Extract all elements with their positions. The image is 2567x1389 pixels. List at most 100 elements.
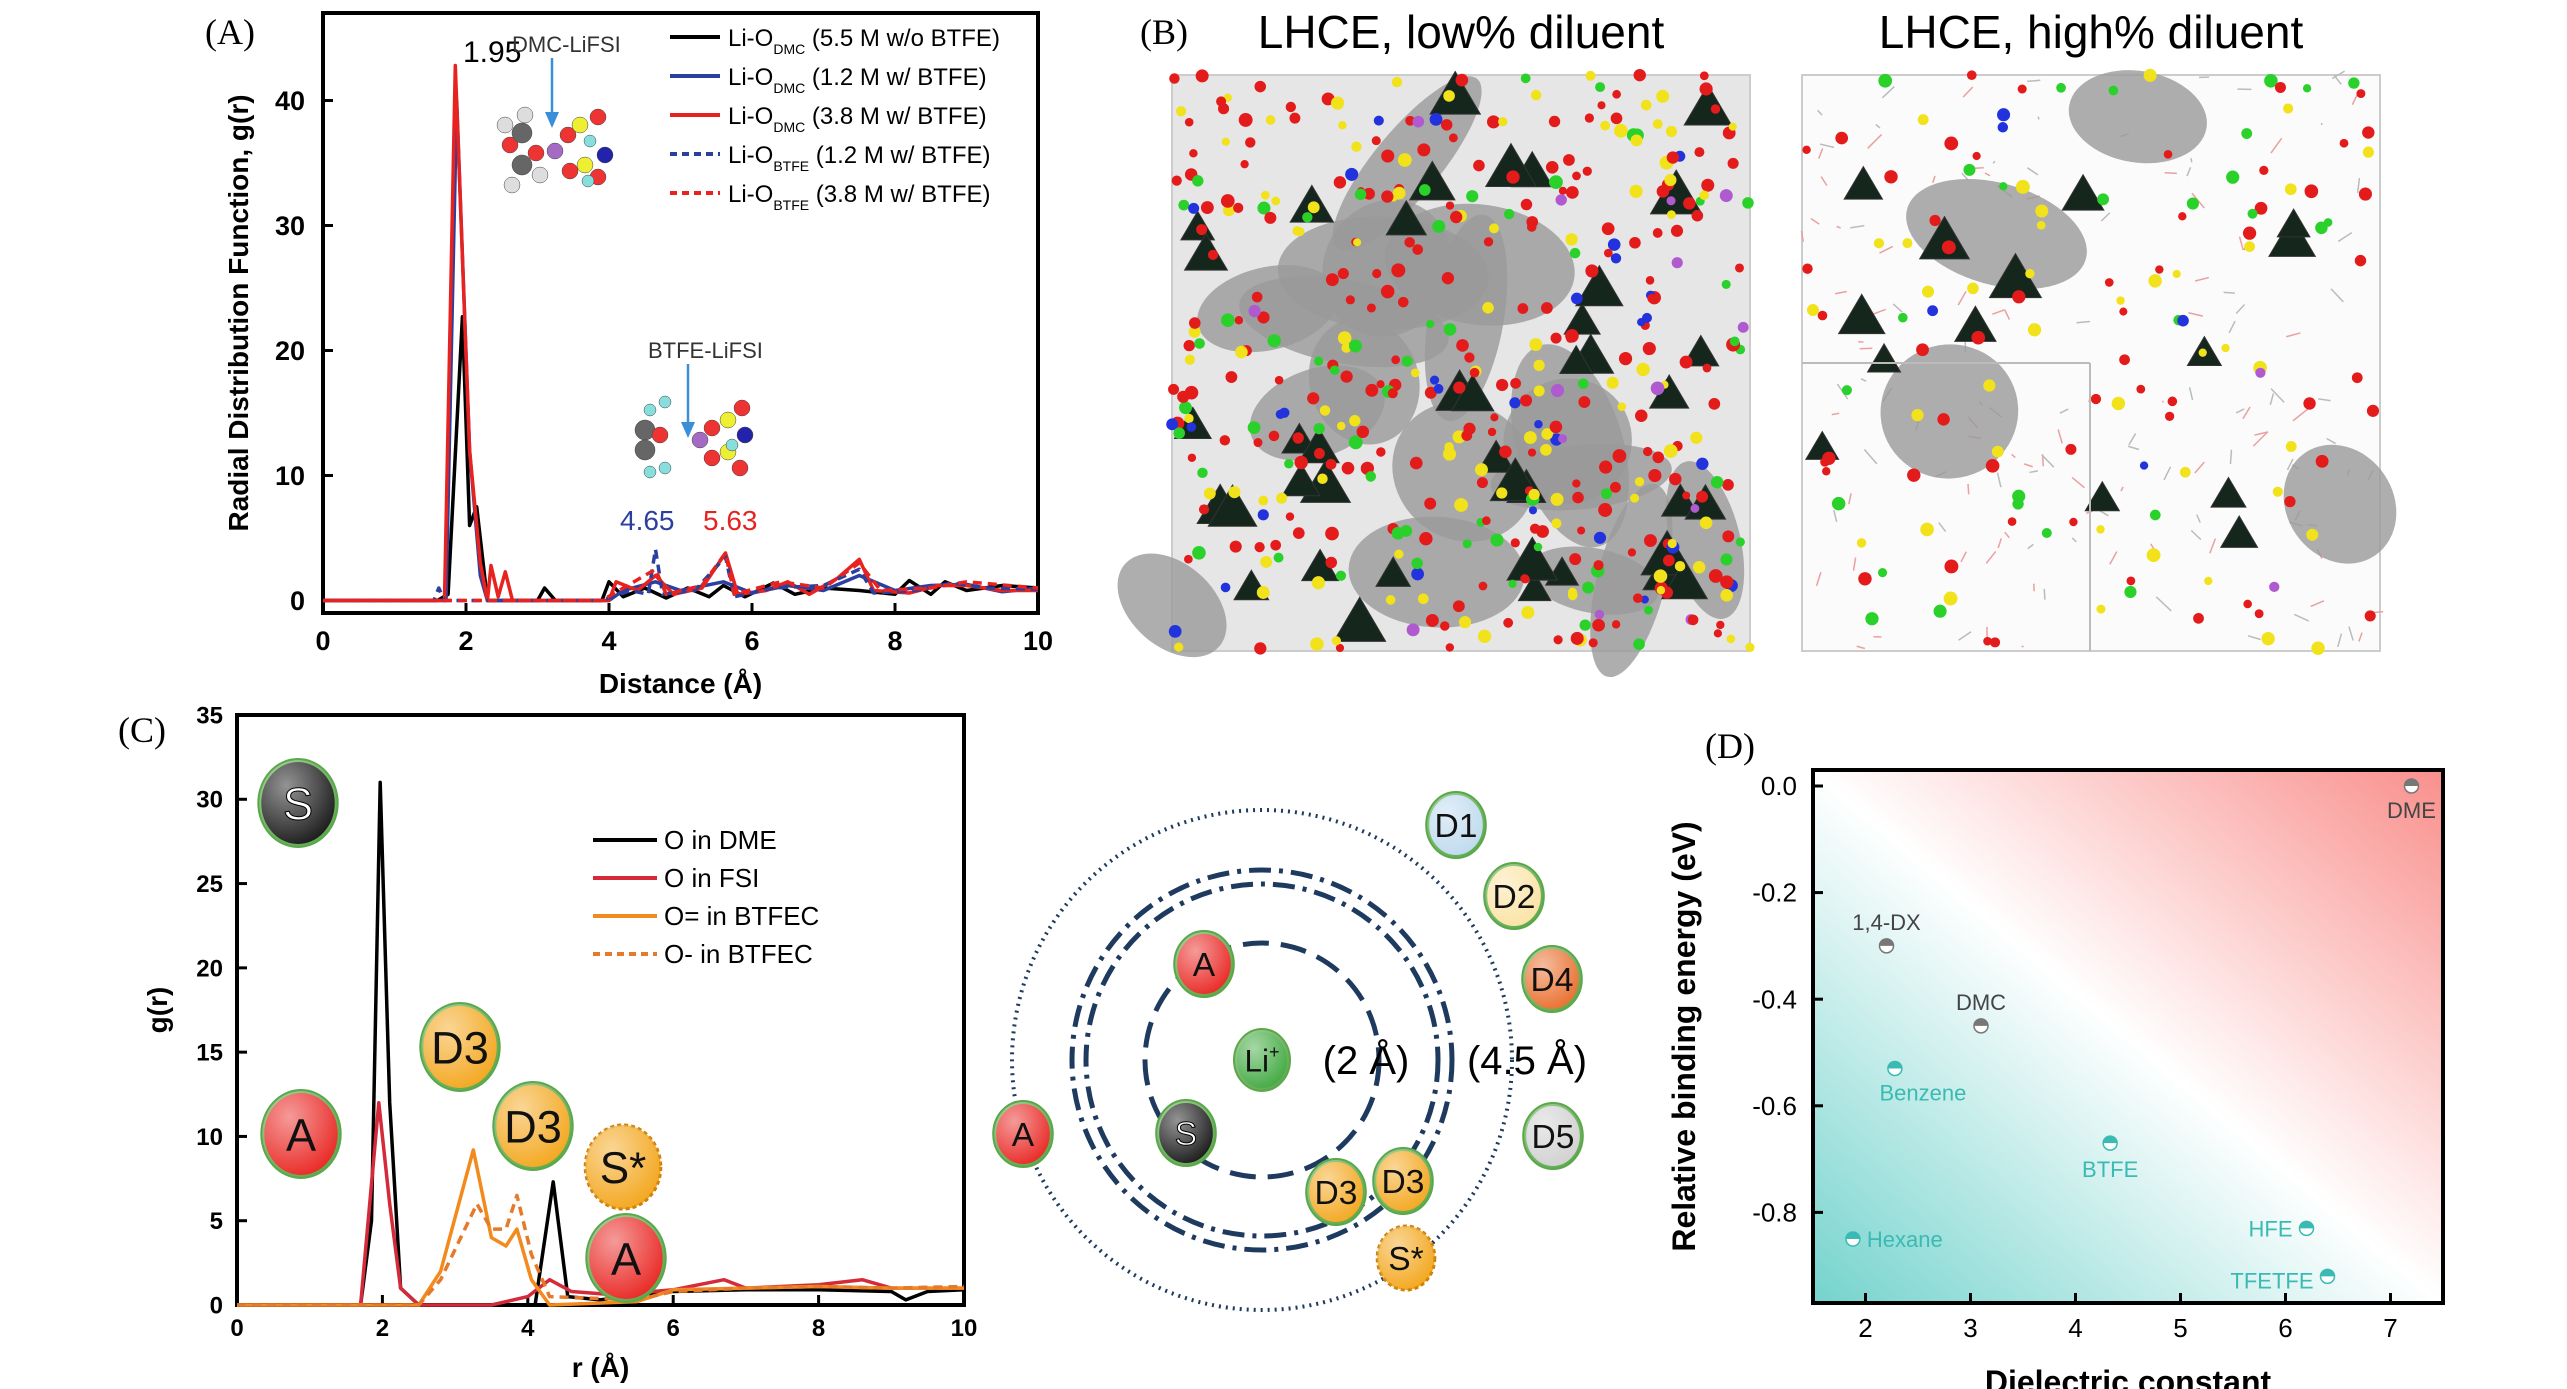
bubble-shade: [1377, 1226, 1435, 1290]
y-tick-label: 20: [275, 336, 305, 366]
data-point-dmc: DMC: [1956, 990, 2006, 1034]
peak-annotation: 1.95: [463, 36, 521, 69]
dmc-lifsi-label: DMC-LiFSI: [512, 32, 621, 57]
marker-top-half: [1887, 1061, 1902, 1069]
plot-frame: [235, 713, 966, 1307]
panel-a-rdf-chart: 0 2 4 6 8 10 0 10 20 30 40 Distance (Å) Radial Distr…: [223, 11, 1053, 699]
species-bubble-d3: D3: [419, 1002, 501, 1092]
legend-item-2: O= in BTFEC: [593, 901, 819, 931]
x-tick-label: 8: [887, 626, 902, 656]
y-tick-label: 5: [210, 1208, 223, 1235]
point-label: DME: [2387, 798, 2436, 823]
species-bubble-d5: D5: [1522, 1102, 1584, 1170]
data-point-14dx: 1,4-DX: [1852, 910, 1921, 954]
panel-label-d: (D): [1705, 726, 1755, 766]
bubble-label: D3: [504, 1101, 562, 1152]
bubble-shade: [587, 1215, 665, 1301]
species-bubble-a: A: [585, 1213, 667, 1303]
x-tick-label: 2: [1858, 1313, 1872, 1343]
btfe-lifsi-label: BTFE-LiFSI: [648, 338, 763, 363]
species-bubble-li: Li+: [1233, 1028, 1291, 1092]
y-tick-label: 30: [196, 787, 223, 814]
bubble-shade: [1235, 1030, 1289, 1090]
y-tick-label: 35: [196, 702, 223, 729]
species-bubble-s: S: [1155, 1099, 1217, 1167]
panel-label-b: (B): [1140, 12, 1188, 52]
bubble-label: D5: [1532, 1119, 1575, 1156]
y-tick-label: 25: [196, 871, 223, 898]
series-line-1: [237, 1100, 964, 1307]
point-label: BTFE: [2082, 1157, 2138, 1182]
molecule-icon: [496, 106, 614, 194]
y-tick-label: 0: [290, 586, 305, 616]
species-bubble-s: S: [257, 758, 339, 848]
bubble-superscript: +: [1269, 1042, 1280, 1062]
bubble-shade: [262, 1091, 340, 1177]
series-line-2: [237, 1148, 964, 1307]
first-shell-ring: [1142, 940, 1382, 1180]
species-bubble-s-star: S*: [583, 1123, 663, 1211]
bubble-shade: [585, 1125, 661, 1209]
data-point-tfetfe: TFETFE: [2230, 1268, 2336, 1293]
bubble-label: A: [286, 1109, 317, 1160]
bubble-label: A: [611, 1233, 642, 1284]
data-point-hexane: Hexane: [1845, 1227, 1943, 1252]
legend-label: Li-ODMC (3.8 M w/ BTFE): [728, 103, 987, 135]
point-label: 1,4-DX: [1852, 910, 1921, 935]
y-tick-label: 0: [210, 1292, 223, 1319]
bubble-shade: [494, 1083, 572, 1169]
bubble-shade: [994, 1102, 1052, 1166]
point-label: DMC: [1956, 990, 2006, 1015]
legend-label: Li-ODMC (5.5 M w/o BTFE): [728, 25, 1000, 57]
marker-top-half: [2299, 1221, 2314, 1229]
arrow-head-icon: [681, 422, 695, 438]
bubble-label: D3: [431, 1022, 489, 1073]
x-tick-label: 6: [744, 626, 759, 656]
plot-background: [1811, 768, 2445, 1305]
bubble-shade: [259, 760, 337, 846]
marker-top-half: [1879, 938, 1894, 946]
legend-item-0: O in DME: [593, 825, 777, 855]
legend-label: O in DME: [664, 825, 777, 855]
panel-label-a: (A): [205, 12, 255, 52]
species-bubble-a: A: [992, 1100, 1054, 1168]
bubble-shade: [1157, 1101, 1215, 1165]
bubble-shade: [1427, 793, 1485, 857]
y-tick-label: -0.4: [1752, 984, 1797, 1014]
data-point-btfe: BTFE: [2082, 1135, 2138, 1182]
y-tick-label: 10: [196, 1124, 223, 1151]
snapshot-low-diluent: [1117, 68, 1755, 678]
species-bubble-d3: D3: [492, 1081, 574, 1171]
y-tick-label: 30: [275, 211, 305, 241]
y-tick-label: 0.0: [1761, 771, 1797, 801]
x-tick-label: 10: [951, 1315, 978, 1342]
legend-item-0: Li-ODMC (5.5 M w/o BTFE): [670, 25, 1000, 57]
data-point-hfe: HFE: [2249, 1216, 2315, 1241]
panel-c-rdf-chart: 0 2 4 6 8 10 0 5 10 15 20 25 30 35 r (Å) g(r) O in DME O …: [142, 702, 977, 1383]
species-bubble-d1: D1: [1425, 791, 1487, 859]
bubble-label: S: [1175, 1116, 1197, 1153]
legend-item-1: Li-ODMC (1.2 M w/ BTFE): [670, 64, 987, 96]
x-tick-label: 5: [2173, 1313, 2187, 1343]
bubble-label: D4: [1531, 962, 1574, 999]
species-bubble-d3: D3: [1305, 1158, 1367, 1226]
x-tick-label: 4: [2068, 1313, 2082, 1343]
y-tick-label: -0.8: [1752, 1197, 1797, 1227]
y-axis-label: Radial Distribution Function, g(r): [223, 94, 254, 531]
x-tick-label: 8: [812, 1315, 825, 1342]
species-bubble-d2: D2: [1483, 862, 1545, 930]
bubble-label: D3: [1315, 1175, 1358, 1212]
bubble-label: A: [1193, 947, 1216, 984]
data-point-benzene: Benzene: [1879, 1060, 1966, 1105]
y-axis-label: Relative binding energy (eV): [1666, 821, 1702, 1251]
marker-top-half: [2103, 1136, 2118, 1144]
point-label: HFE: [2249, 1216, 2293, 1241]
legend-item-3: Li-OBTFE (1.2 M w/ BTFE): [670, 142, 990, 174]
point-label: Hexane: [1867, 1227, 1943, 1252]
arrow-head-icon: [545, 112, 559, 128]
bubble-shade: [1175, 932, 1233, 996]
panel-d-scatter-chart: 2 3 4 5 6 7 0.0 -0.2 -0.4 -0.6 -0.8 Dielectric cons…: [1666, 768, 2445, 1389]
y-tick-label: 10: [275, 461, 305, 491]
x-tick-label: 0: [315, 626, 330, 656]
